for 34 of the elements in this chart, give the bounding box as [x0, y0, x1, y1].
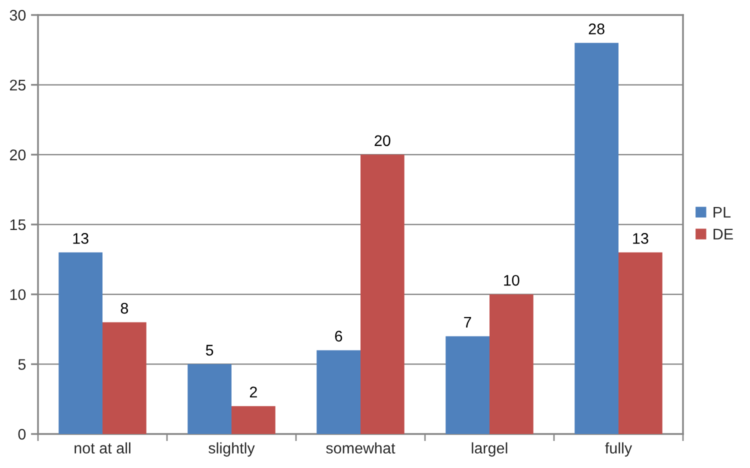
- bar: [316, 350, 360, 434]
- data-label: 20: [374, 135, 390, 146]
- x-tick-label: not at all: [74, 442, 130, 454]
- bar: [618, 252, 662, 434]
- x-tick-label: fully: [605, 442, 632, 457]
- data-label: 13: [633, 233, 648, 244]
- data-label: 5: [206, 344, 214, 356]
- data-label: 28: [588, 24, 604, 34]
- bar: [360, 154, 404, 434]
- bar: [102, 322, 146, 434]
- legend-label: DE: [714, 228, 733, 240]
- y-tick-label: 25: [10, 80, 26, 91]
- data-label: 8: [120, 302, 128, 314]
- bar: [232, 406, 276, 434]
- data-label: 13: [73, 233, 88, 244]
- legend-label: PL: [714, 207, 731, 218]
- y-tick-label: 5: [18, 359, 26, 370]
- data-label: 10: [504, 274, 520, 286]
- bar: [188, 364, 232, 434]
- y-tick-label: 30: [10, 10, 26, 21]
- bar: [490, 294, 534, 434]
- bar: [58, 252, 102, 434]
- y-tick-label: 10: [10, 289, 26, 300]
- y-tick-label: 15: [10, 220, 26, 230]
- data-label: 6: [335, 330, 342, 342]
- data-label: 2: [250, 386, 257, 398]
- bar: [574, 42, 618, 434]
- x-tick-label: somewhat: [326, 442, 396, 454]
- x-tick-label: slightly: [208, 442, 255, 457]
- x-tick-label: largel: [472, 442, 508, 457]
- data-label: 7: [464, 316, 472, 328]
- y-tick-label: 20: [10, 150, 26, 160]
- bar: [446, 336, 490, 434]
- y-tick-label: 0: [18, 428, 26, 440]
